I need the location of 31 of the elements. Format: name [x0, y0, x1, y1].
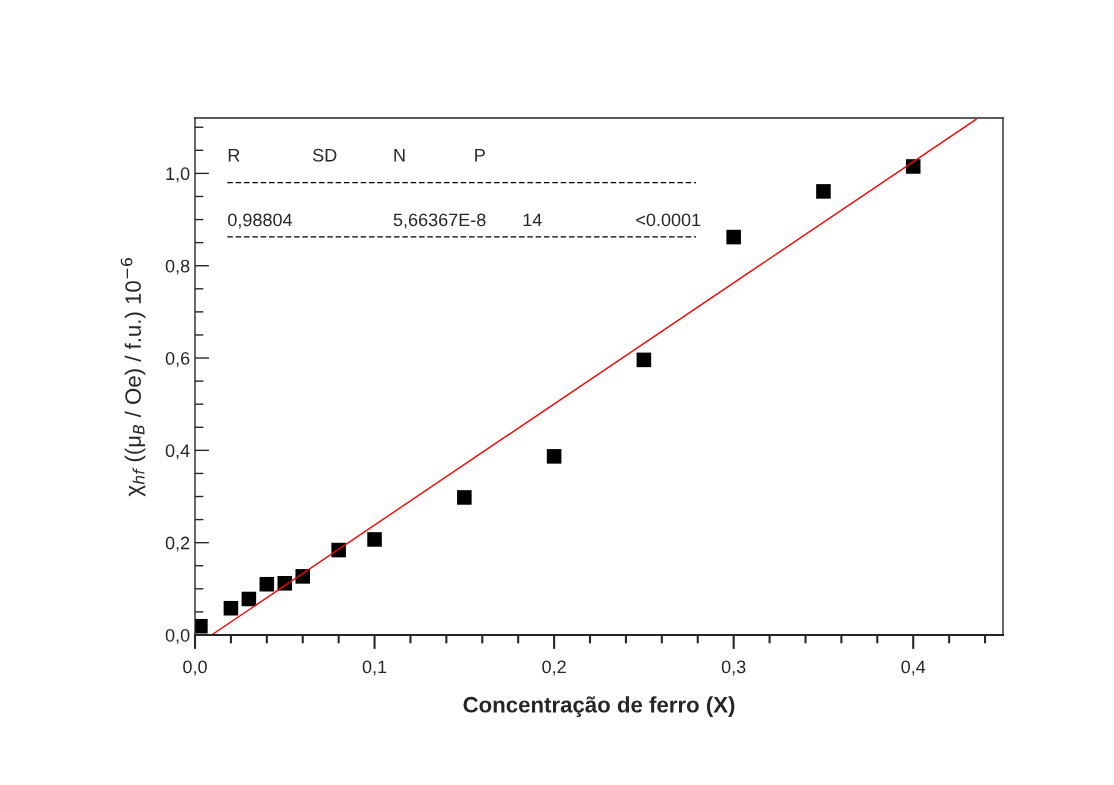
point	[546, 449, 562, 464]
x-tick-label: 0,2	[542, 660, 566, 676]
y-tick-label: 0,0	[165, 628, 190, 644]
y-tick-label: 0,8	[165, 259, 190, 275]
annotation: <0.0001	[636, 213, 701, 227]
annotation: 0,98804	[228, 213, 293, 229]
x-tick-label: 0,3	[721, 660, 746, 676]
annotation: R	[228, 149, 240, 162]
y-tick-label: 1,0	[166, 167, 190, 183]
x-axis-title: Concentração de ferro (X)	[463, 696, 735, 717]
y-tick-label: 0,6	[165, 351, 190, 367]
x-tick-label: 0,4	[901, 660, 926, 676]
y-tick-label: 0,4	[165, 444, 190, 460]
x-tick-label: 0,1	[362, 660, 387, 676]
point	[367, 532, 382, 547]
point	[636, 352, 652, 368]
annotation: P	[475, 149, 485, 162]
point	[241, 591, 257, 607]
y-axis-title: χ$_{hf}$ ((μ$_{B}$ / Oe) / f.u.) 10$^{−6}$	[120, 258, 146, 497]
y-tick-label: 0,2	[165, 536, 190, 552]
annotation: 14	[523, 213, 542, 227]
annotation: 5,66367E-8	[393, 213, 486, 229]
point	[259, 576, 275, 592]
point	[223, 600, 239, 616]
x-tick-label: 0,0	[183, 660, 207, 676]
point	[816, 184, 831, 199]
annotation: SD	[312, 148, 337, 162]
point	[726, 229, 741, 245]
point	[457, 490, 472, 505]
point	[905, 159, 921, 174]
annotation: N	[394, 149, 405, 162]
